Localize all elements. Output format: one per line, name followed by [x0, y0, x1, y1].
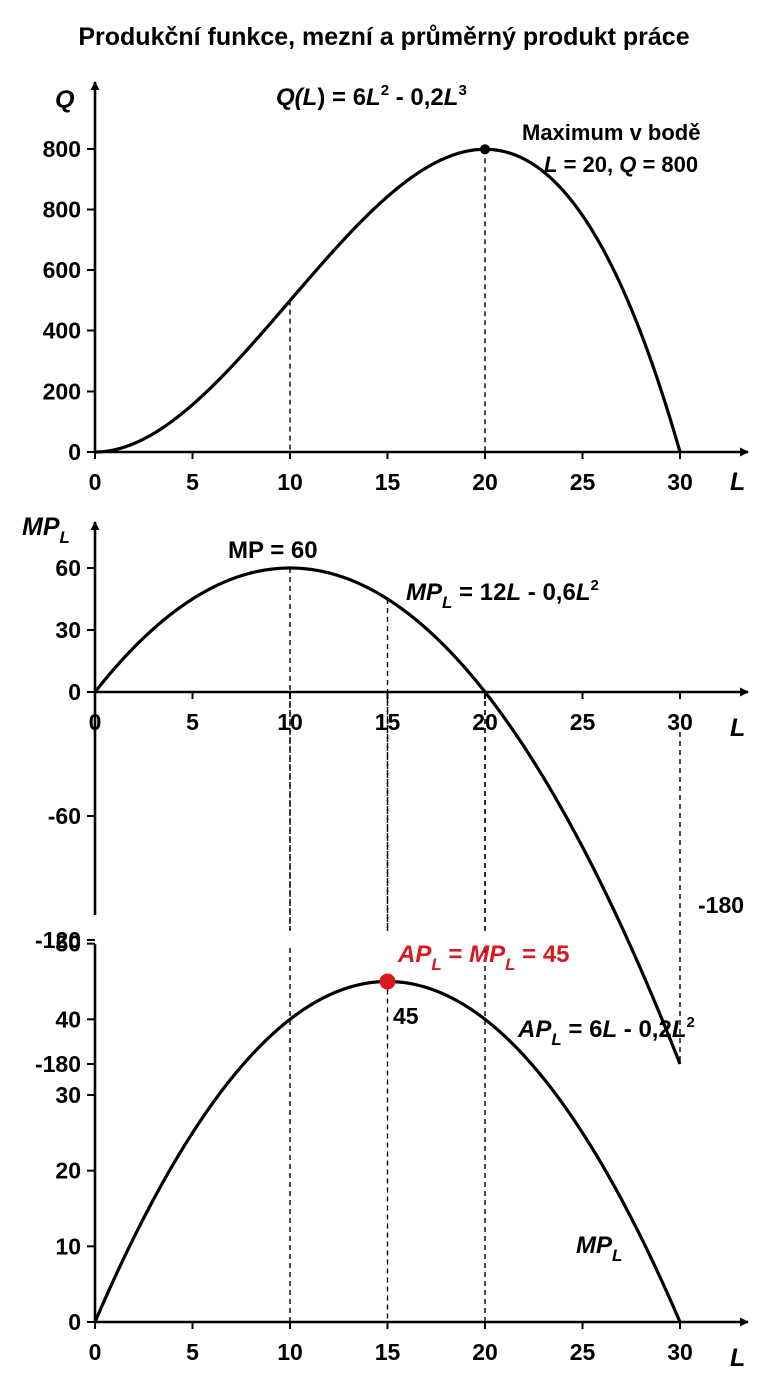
- p1-total-product-curve: [94, 147, 682, 454]
- p2-y-tick-label: 60: [55, 555, 81, 581]
- p2-x-tick-label: 20: [472, 709, 498, 735]
- p3-x-tick-label: 5: [186, 1339, 199, 1365]
- p3-y-tick-label: 50: [55, 931, 81, 957]
- p2-marginal-product-curve: [93, 566, 682, 1065]
- p2-y-tick-label: 0: [68, 679, 81, 705]
- p2-y-axis-label: MPL: [22, 513, 70, 547]
- p2-x-tick-label: 0: [89, 709, 102, 735]
- p1-y-tick-label: 0: [68, 439, 81, 465]
- p1-x-tick-label: 15: [375, 469, 401, 495]
- p3-x-tick-label: 20: [472, 1339, 498, 1365]
- p2-y-tick-label: -60: [48, 803, 81, 829]
- p3-x-tick-label: 15: [375, 1339, 401, 1365]
- p2-formula: MPL = 12L - 0,6L2: [406, 577, 599, 612]
- p2-y-tick-label: -120: [35, 927, 81, 953]
- p2-y-tick-label: 30: [55, 617, 81, 643]
- p1-x-axis-label: L: [730, 468, 745, 496]
- p1-x-tick-label: 0: [89, 469, 102, 495]
- p2-x-tick-label: 25: [570, 709, 596, 735]
- p1-y-tick-label: 600: [43, 257, 81, 283]
- p2-x-tick-label: 5: [186, 709, 199, 735]
- p1-x-tick-label: 20: [472, 469, 498, 495]
- p1-annotation-line1: Maximum v bodě: [522, 120, 700, 145]
- p2-x-axis-label: L: [730, 714, 745, 742]
- p1-x-tick-label: 5: [186, 469, 199, 495]
- p1-y-tick-label: 800: [43, 136, 81, 162]
- p3-x-tick-label: 0: [89, 1339, 102, 1365]
- p3-formula: APL = 6L - 0,2L2: [517, 1014, 695, 1049]
- p3-x-tick-label: 25: [570, 1339, 596, 1365]
- p3-x-tick-label: 10: [277, 1339, 303, 1365]
- p1-x-tick-label: 25: [570, 469, 596, 495]
- panel-total-product: Q L 0 5 10 15 20 25 30 0 200 400 600 800 800 Q(L) = …: [43, 81, 749, 496]
- p1-x-tick-label: 30: [667, 469, 693, 495]
- p3-curve-label: MPL: [576, 1232, 622, 1265]
- p2-x-tick-label: 30: [667, 709, 693, 735]
- p1-y-tick-label: 800: [43, 197, 81, 223]
- p2-end-label: -180: [698, 892, 744, 918]
- panel-marginal-product: MPL L 0 5 10 15 20 25 30 60 30 0 -60 -120 -180 MP = …: [22, 513, 749, 1077]
- p1-annotation-line2: L = 20, Q = 800: [544, 152, 698, 177]
- figure-title: Produkční funkce, mezní a průměrný produ…: [78, 23, 689, 51]
- p1-y-tick-label: 200: [43, 379, 81, 405]
- p1-y-axis-label: Q: [55, 86, 75, 114]
- p1-x-tick-label: 10: [277, 469, 303, 495]
- p1-y-tick-label: 400: [43, 318, 81, 344]
- p1-formula: Q(L) = 6L2 - 0,2L3: [276, 82, 467, 111]
- p2-y-tick-label: -180: [35, 1051, 81, 1077]
- p2-peak-label: MP = 60: [228, 537, 318, 564]
- p3-y-tick-label: 40: [55, 1006, 81, 1032]
- p3-x-tick-label: 30: [667, 1339, 693, 1365]
- p3-x-axis-label: L: [730, 1344, 745, 1372]
- p3-y-tick-label: 0: [68, 1309, 81, 1335]
- p3-highlight-label: APL = MPL = 45: [397, 941, 570, 974]
- p2-x-tick-label: 15: [375, 709, 401, 735]
- p3-y-tick-label: 10: [55, 1233, 81, 1259]
- p2-x-tick-label: 10: [277, 709, 303, 735]
- panel-average-product: L 0 5 10 15 20 25 30 0 10 20 30 40 50 APL = MPL = 45…: [55, 931, 749, 1372]
- p3-highlight-value: 45: [393, 1003, 419, 1029]
- p1-maximum-point: [480, 144, 490, 155]
- p3-intersection-point: [379, 973, 396, 990]
- p3-y-tick-label: 20: [55, 1158, 81, 1184]
- p3-y-tick-label: 30: [55, 1082, 81, 1108]
